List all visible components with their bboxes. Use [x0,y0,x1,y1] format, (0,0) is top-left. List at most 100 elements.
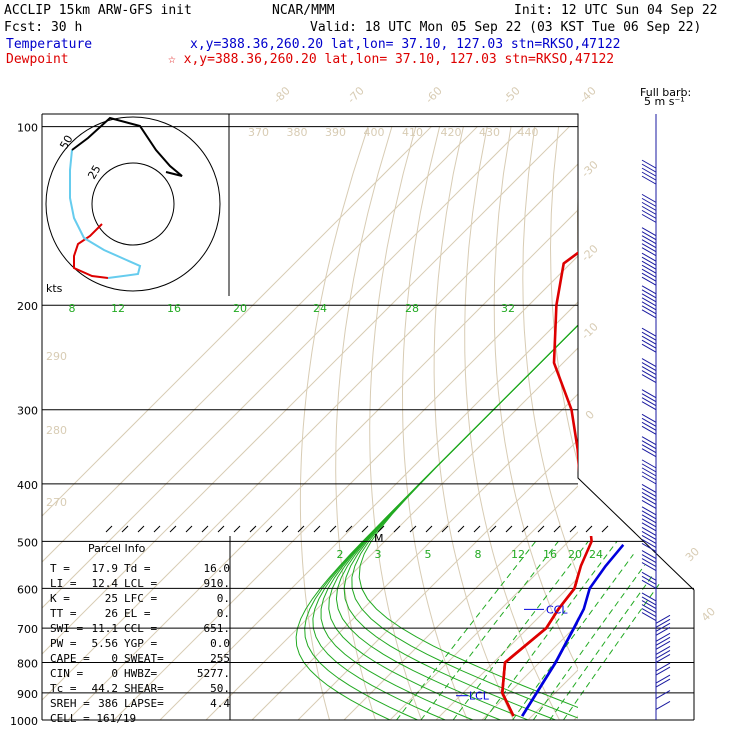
wind-barb [641,362,657,372]
wind-barb [641,175,657,185]
isotherm-label: -10 [579,320,601,342]
hatch-mark [441,525,449,533]
init-time: Init: 12 UTC Sun 04 Sep 22 [514,3,718,18]
isotherm-line [42,163,578,701]
hatch-mark [105,525,113,533]
wind-barb [641,297,657,307]
wind-barb [641,608,657,618]
hatch-mark [409,525,417,533]
wind-barb [641,309,657,319]
isotherm-line [620,127,740,720]
wind-barb [641,514,657,524]
isotherm-line [527,669,578,720]
wind-barb [655,654,671,663]
wind-barb [641,491,657,501]
isotherm-line [481,623,578,720]
parcel-info-cell: 44.2 [92,682,119,695]
wind-barb [655,662,671,672]
wind-barb [655,640,671,650]
wind-barb [641,227,657,237]
mixing-ratio-label-lower: 20 [568,548,582,561]
wind-barb [641,417,657,427]
ccl-label: CCL [546,603,568,616]
isotherm-label: -60 [423,84,445,106]
hodograph-inset: 25 50 kts [45,114,230,296]
pressure-label: 700 [17,623,38,636]
mixing-ratio-label-lower: 2 [337,548,344,561]
wind-barb [641,558,657,568]
wind-barb [641,554,657,564]
header: ACCLIP 15km ARW-GFS init NCAR/MMM Init: … [4,3,718,108]
hodograph-trace-cyan [69,149,142,279]
dry-adiabat-line [549,126,578,466]
mixing-ratio-line [452,541,589,720]
wind-barb [641,159,657,169]
wind-barb [641,389,657,399]
parcel-info-cell: 0. [217,607,230,620]
wind-barb [655,690,671,699]
wind-barb [641,579,657,589]
plot-frame-right [42,113,695,720]
temperature-location-info: x,y=388.36,260.20 lat,lon= 37.10, 127.03… [190,37,620,52]
parcel-info-cell: 25 [105,592,118,605]
isotherm-line [297,439,578,720]
isotherm-line [435,577,578,720]
parcel-info-cell: SREH = [50,697,90,710]
dry-adiabat-line [522,126,578,578]
dry-adiabat-line [369,126,422,720]
wind-barb [641,483,657,493]
wind-barb [641,358,657,368]
parcel-info-title: Parcel Info [88,542,146,555]
wind-barb [655,614,671,624]
parcel-info-cell: LFC = [124,592,157,605]
wind-barb [641,167,657,177]
parcel-info-cell: CCL = [124,622,157,635]
pressure-label: 500 [17,536,38,549]
parcel-info-cell: 11.1 [92,622,119,635]
wind-barb [641,571,657,581]
parcel-info-cell: CELL = 161/19 [50,712,136,725]
theta-label: 400 [364,126,385,139]
isotherm-line [159,301,578,720]
hodograph-ring-inner [91,162,175,246]
parcel-info-cell: 386 [98,697,118,710]
parcel-info-cell: EL = [124,607,151,620]
wind-barb [641,193,657,203]
wind-barb [641,600,657,610]
wind-barb [641,293,657,303]
hodograph-trace-red [73,223,109,279]
mixing-ratio-label-lower: 3 [375,548,382,561]
wind-barbs [641,114,671,720]
dry-adiabat-line [629,127,740,720]
dewpoint-location-info: ☆ x,y=388.36,260.20 lat,lon= 37.10, 127.… [168,52,614,67]
wind-barb [641,264,657,274]
wind-barb [641,213,657,223]
hatch-mark [169,525,177,533]
hatch-mark [585,525,593,533]
temperature-legend-label: Temperature [6,37,92,52]
wind-barb [641,575,657,585]
dewpoint-legend-label: Dewpoint [6,52,69,67]
wind-barb [641,231,657,241]
diagram-grid [41,113,740,721]
isotherm-label: 40 [699,605,718,624]
wind-barb [655,678,671,688]
parcel-info-cell: 910. [204,577,231,590]
parcel-info-cell: 12.4 [92,577,119,590]
isotherm-label: 30 [683,545,702,564]
dry-adiabat-line [604,127,740,720]
wind-barb [641,272,657,282]
parcel-info-cell: 0.0 [210,637,230,650]
wind-barb [641,527,657,536]
org-label: NCAR/MMM [272,3,335,18]
hatch-mark [393,525,401,533]
parcel-info-cell: SWI = [50,622,83,635]
wind-barb [655,622,671,632]
hatch-mark [201,525,209,533]
wind-barb [641,205,657,215]
wind-barb [655,674,671,684]
hatch-mark [137,525,145,533]
mixing-ratio-label-upper: 32 [501,302,515,315]
wind-barb [641,401,657,411]
hatch-mark [297,525,305,533]
